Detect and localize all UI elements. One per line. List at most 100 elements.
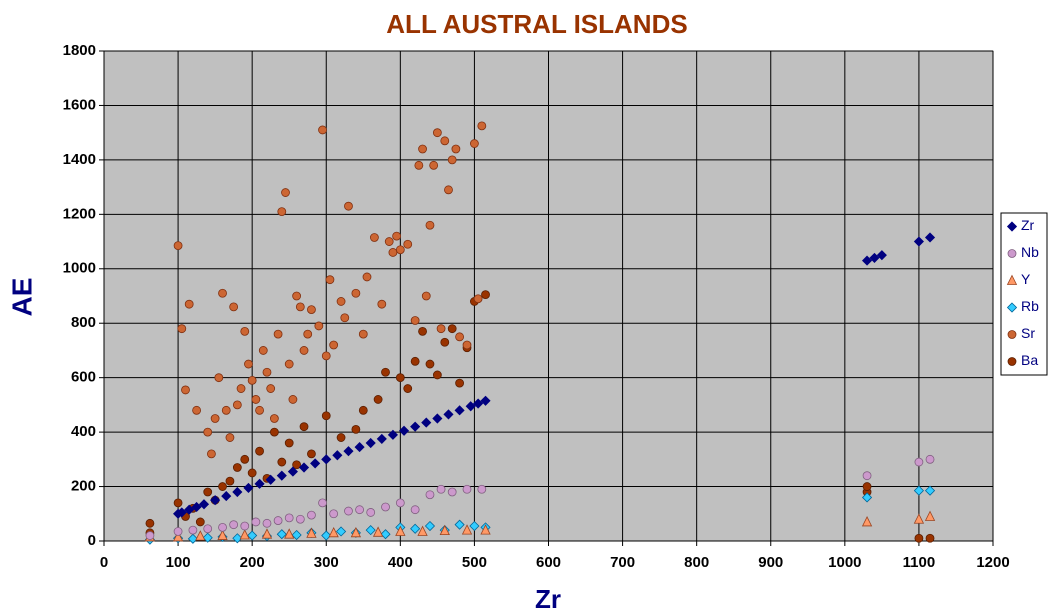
data-point [262, 518, 272, 528]
data-point [232, 533, 243, 544]
data-point [395, 245, 405, 255]
data-point [298, 462, 310, 473]
y-tick-label: 1400 [63, 151, 96, 168]
data-point [414, 160, 424, 170]
data-point [481, 290, 490, 300]
data-point [418, 144, 427, 154]
data-point [232, 463, 242, 472]
data-point [321, 411, 331, 421]
data-point [184, 299, 194, 309]
data-point [276, 470, 287, 481]
data-point [425, 490, 435, 500]
legend-marker [1006, 302, 1018, 313]
legend-label: Zr [1021, 217, 1035, 233]
data-point [362, 272, 372, 282]
data-point [198, 499, 210, 510]
data-point [914, 457, 924, 467]
data-point [145, 531, 155, 540]
data-point [465, 401, 476, 412]
x-tick-label: 900 [758, 554, 783, 571]
data-point [455, 332, 465, 342]
data-point [914, 533, 924, 543]
data-point [281, 188, 290, 197]
data-point [340, 313, 350, 323]
data-point [376, 433, 387, 444]
data-point [184, 504, 195, 515]
data-point [307, 305, 316, 315]
data-point [218, 522, 227, 532]
data-point [365, 437, 376, 449]
data-point [455, 378, 465, 388]
data-point [469, 520, 480, 532]
data-point [351, 288, 361, 298]
data-point [303, 329, 313, 339]
data-point [380, 529, 391, 540]
data-point [403, 384, 413, 393]
x-tick-label: 300 [314, 554, 339, 571]
data-point [443, 409, 454, 420]
data-point [251, 395, 261, 404]
data-point [221, 491, 232, 502]
data-point [269, 414, 279, 423]
data-point [454, 405, 465, 416]
data-point [336, 433, 346, 442]
plot-area: 0 200 400 600 800 1000 1200 1400 1600 1800 0 100 200… [63, 42, 1010, 571]
data-point [447, 324, 457, 334]
data-point [207, 449, 216, 459]
data-point [924, 485, 936, 496]
data-point [291, 529, 302, 541]
legend-label: Rb [1021, 298, 1039, 314]
legend-label: Nb [1021, 244, 1039, 260]
data-point [861, 255, 873, 266]
data-point [336, 297, 346, 306]
data-point [410, 421, 421, 432]
y-axis-title: AE [6, 278, 37, 317]
legend-label: Ba [1021, 352, 1038, 368]
data-point [295, 514, 305, 524]
x-tick-label: 500 [462, 554, 487, 571]
y-tick-label: 1000 [63, 260, 96, 277]
data-point [314, 321, 324, 331]
data-point [381, 502, 390, 512]
data-point [295, 302, 305, 312]
data-point [395, 373, 405, 383]
legend: Zr Nb Y Rb Sr Ba [1000, 212, 1048, 376]
data-point [176, 507, 187, 518]
data-point [284, 513, 294, 523]
data-point [924, 232, 936, 243]
data-point [461, 524, 473, 535]
data-point [266, 384, 276, 393]
data-point [418, 326, 427, 336]
data-point [191, 501, 202, 513]
data-point [172, 531, 184, 542]
data-point [247, 468, 257, 478]
data-point [288, 395, 298, 404]
data-point [210, 495, 221, 506]
data-point [480, 524, 491, 535]
data-point [372, 526, 384, 537]
data-point [255, 405, 264, 415]
data-point [225, 476, 235, 486]
data-point [145, 518, 155, 528]
y-tick-label: 600 [71, 369, 96, 386]
x-tick-label: 700 [610, 554, 635, 571]
legend-marker [1006, 221, 1018, 232]
data-point [876, 250, 887, 261]
data-point [247, 530, 258, 541]
data-point [292, 460, 302, 470]
data-point [277, 457, 287, 467]
data-point [173, 527, 183, 536]
data-point [255, 446, 264, 456]
legend-marker [1007, 249, 1017, 258]
y-tick-label: 1200 [63, 205, 96, 222]
data-point [424, 520, 436, 532]
data-point [177, 324, 187, 334]
y-tick-label: 1800 [63, 42, 96, 59]
series [173, 232, 936, 519]
series [145, 454, 935, 540]
data-point [440, 136, 450, 146]
x-tick-label: 1200 [976, 554, 1009, 571]
data-point [365, 525, 376, 536]
